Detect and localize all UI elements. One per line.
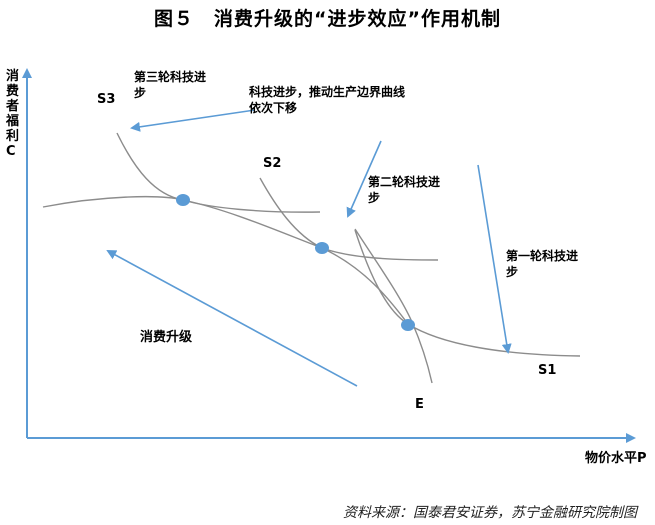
label-s1: S1: [538, 363, 556, 378]
annotation-consumption-upgrade: 消费升级: [140, 329, 193, 345]
annotation-tech-progress-1: 科技进步，推动生产边界曲线: [249, 84, 405, 99]
annotation-second-round-1: 第二轮科技进: [368, 174, 440, 189]
annotation-third-round-1: 第三轮科技进: [134, 69, 206, 84]
label-s3: S3: [97, 92, 115, 107]
arrow-consumption-upgrade: [106, 250, 358, 387]
arrow-first-round: [477, 164, 512, 354]
equilibrium-point-3: [401, 319, 415, 331]
figure-title: 图５ 消费升级的“进步效应”作用机制: [154, 8, 501, 30]
annotation-tech-progress-2: 依次下移: [249, 100, 297, 115]
annotation-first-round-1: 第一轮科技进: [506, 248, 578, 263]
source-note: 资料来源：国泰君安证券，苏宁金融研究院制图: [343, 505, 637, 521]
annotation-third-round-2: 步: [134, 85, 146, 100]
x-axis-label: 物价水平P: [585, 450, 647, 466]
label-e: E: [415, 397, 424, 412]
production-frontier-s2: [259, 177, 439, 261]
arrow-second-round: [346, 140, 382, 218]
label-s2: S2: [263, 156, 281, 171]
production-frontier-s3: [116, 132, 409, 325]
annotation-second-round-2: 步: [368, 190, 380, 205]
y-axis-label: 消费者福利 C: [5, 68, 19, 159]
equilibrium-point-1: [176, 194, 190, 206]
arrow-third-round: [130, 109, 256, 132]
equilibrium-point-2: [315, 242, 329, 254]
annotation-first-round-2: 步: [506, 264, 518, 279]
